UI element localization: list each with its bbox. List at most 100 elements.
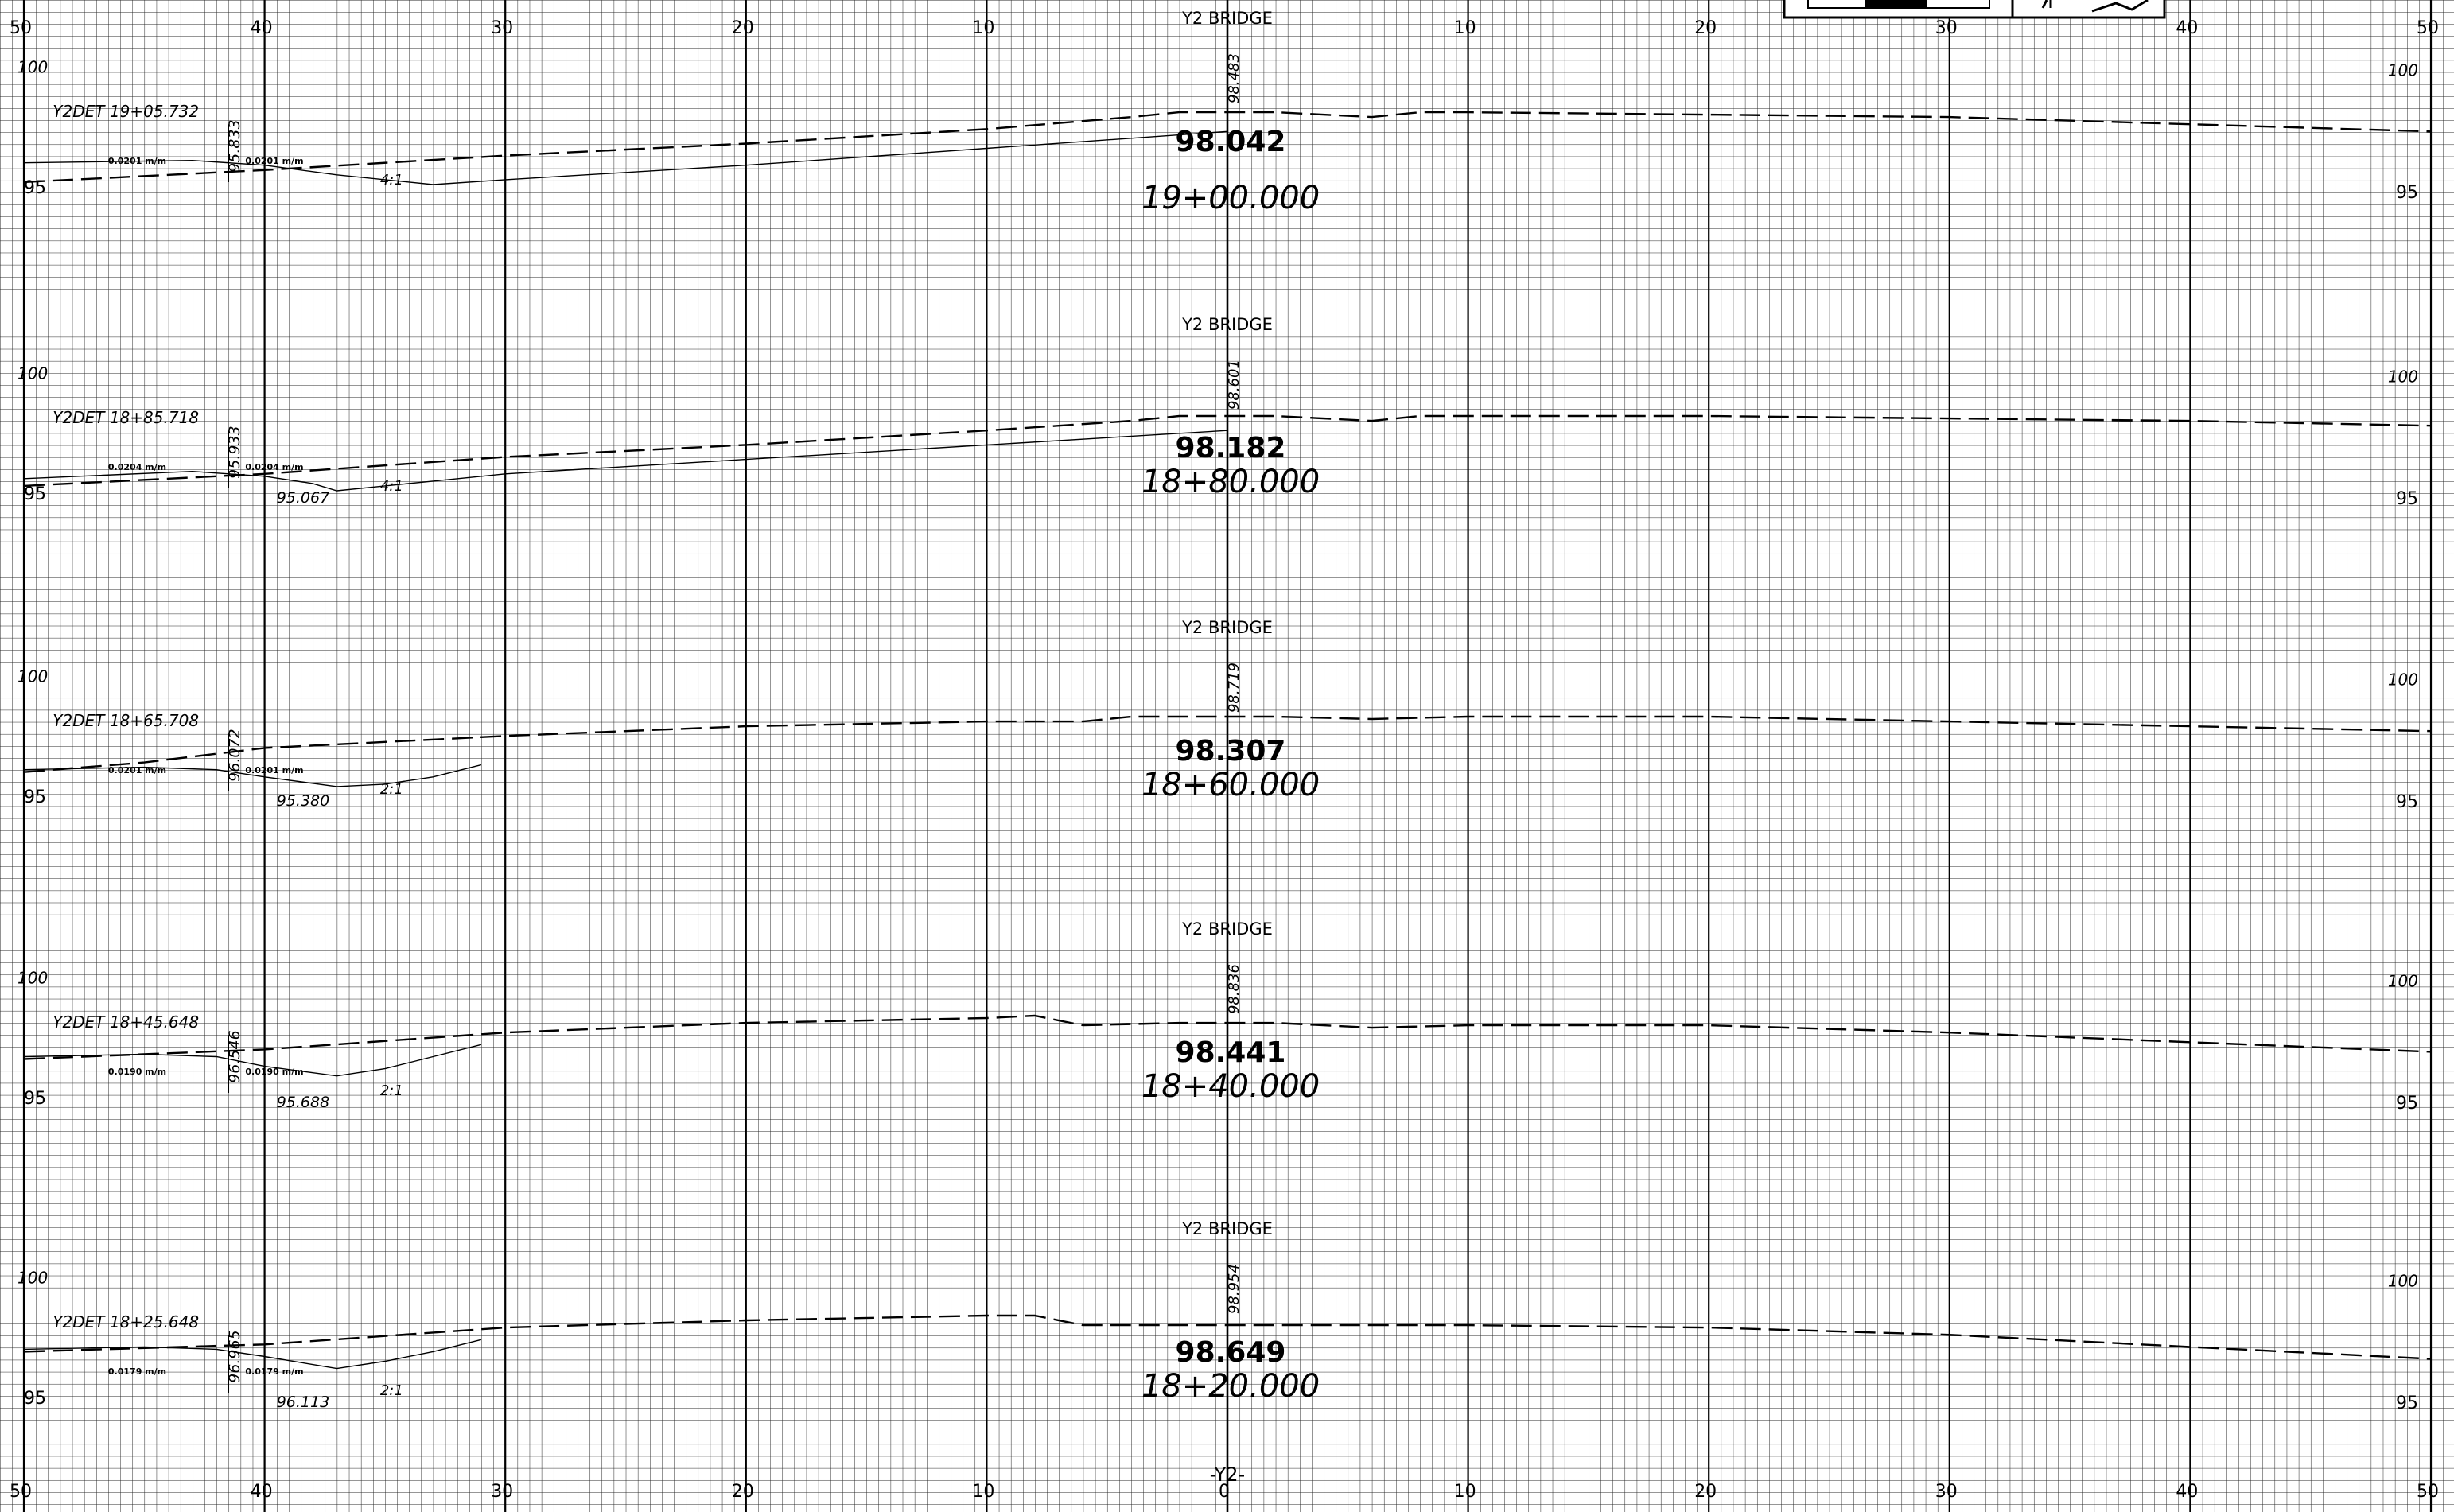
bridge-elevation-label: 98.719 [1226, 663, 1243, 713]
detour-station-label: Y2DET 19+05.732 [53, 102, 199, 121]
elevation-label-right-95: 95 [2396, 792, 2418, 812]
offset-tick-label: 10 [1454, 18, 1476, 38]
detour-template-line [23, 130, 1228, 185]
side-slope-ratio-label: 4:1 [380, 478, 403, 495]
elevation-label-right-95: 95 [2396, 183, 2418, 203]
elevation-label-right-100: 100 [2388, 1272, 2418, 1291]
elevation-label-left-95: 95 [24, 1389, 46, 1409]
grade-elevation: 98.042 [1176, 126, 1286, 158]
grade-elevation: 98.649 [1176, 1336, 1286, 1369]
detour-template-line [23, 430, 1228, 492]
offset-tick-label: 30 [1935, 1482, 1958, 1502]
bridge-label: Y2 BRIDGE [1181, 315, 1273, 334]
elevation-label-left-95: 95 [24, 787, 46, 807]
bridge-elevation-label: 98.954 [1226, 1264, 1243, 1314]
offset-tick-label: 0 [1219, 1482, 1230, 1502]
slope-label-right: 0.0201 m/m [245, 765, 303, 775]
side-slope-ratio-label: 4:1 [380, 172, 403, 189]
slope-label-left: 0.0190 m/m [108, 1067, 166, 1077]
elevation-label-right-95: 95 [2396, 489, 2418, 509]
elevation-label-left-100: 100 [18, 364, 48, 383]
bridge-label: Y2 BRIDGE [1181, 919, 1273, 939]
detour-elevation-label: 96.965 [226, 1330, 243, 1382]
bridge-label: Y2 BRIDGE [1181, 618, 1273, 637]
detour-station-label: Y2DET 18+85.718 [53, 408, 199, 427]
bottom-offset-axis: 50 40 30 20 10 0 10 20 30 40 50 [10, 1482, 2439, 1502]
offset-tick-label: 30 [491, 18, 513, 38]
north-arrow-icon [2041, 0, 2149, 13]
station-label: 18+40.000 [1141, 1068, 1320, 1105]
side-slope-ratio-label: 2:1 [380, 781, 403, 798]
offset-tick-label: 50 [2417, 1482, 2439, 1502]
elevation-label-right-95: 95 [2396, 1393, 2418, 1413]
detour-station-label: Y2DET 18+45.648 [53, 1013, 199, 1032]
offset-tick-label: 20 [1694, 18, 1717, 38]
slope-label-left: 0.0179 m/m [108, 1366, 166, 1377]
elevation-label-right-100: 100 [2388, 367, 2418, 387]
station-label: 18+80.000 [1141, 464, 1320, 500]
offset-tick-label: 50 [10, 18, 32, 38]
elevation-label-right-100: 100 [2388, 972, 2418, 991]
ditch-elevation-label: 95.380 [277, 792, 329, 810]
slope-label-left: 0.0204 m/m [108, 462, 166, 472]
elevation-label-left-100: 100 [18, 1269, 48, 1288]
offset-tick-label: 50 [10, 1482, 32, 1502]
detour-template-line [23, 1339, 482, 1370]
detour-station-label: Y2DET 18+65.708 [53, 711, 199, 730]
elevation-label-right-95: 95 [2396, 1094, 2418, 1114]
elevation-label-left-100: 100 [18, 58, 48, 77]
offset-tick-label: 20 [732, 1482, 754, 1502]
grade-elevation: 98.307 [1176, 735, 1286, 768]
offset-tick-label: 30 [491, 1482, 513, 1502]
offset-tick-label: 20 [732, 18, 754, 38]
existing-ground-line [23, 111, 2432, 184]
elevation-label-left-95: 95 [24, 484, 46, 504]
offset-tick-label: 10 [1454, 1482, 1476, 1502]
station-label: 19+00.000 [1141, 180, 1320, 216]
detour-elevation-label: 95.933 [226, 426, 243, 478]
ditch-elevation-label: 95.067 [277, 489, 329, 507]
alignment-label: -Y2- [1210, 1463, 1245, 1486]
ditch-elevation-label: 96.113 [277, 1393, 329, 1411]
detour-elevation-label: 96.072 [226, 729, 243, 781]
elevation-label-right-100: 100 [2388, 61, 2418, 80]
offset-tick-label: 50 [2417, 18, 2439, 38]
detour-station-label: Y2DET 18+25.648 [53, 1312, 199, 1331]
detour-template-line [23, 1044, 482, 1077]
slope-label-left: 0.0201 m/m [108, 765, 166, 775]
bridge-elevation-label: 98.836 [1226, 964, 1243, 1014]
elevation-label-left-100: 100 [18, 667, 48, 686]
bridge-label: Y2 BRIDGE [1181, 1219, 1273, 1238]
bridge-elevation-label: 98.483 [1226, 53, 1243, 103]
bridge-label: Y2 BRIDGE [1181, 9, 1273, 28]
existing-ground-line [23, 1014, 2432, 1060]
detour-elevation-label: 95.833 [226, 119, 243, 172]
slope-label-right: 0.0204 m/m [245, 462, 303, 472]
elevation-label-left-95: 95 [24, 1089, 46, 1109]
detour-elevation-label: 96.546 [226, 1030, 243, 1082]
bridge-elevation-label: 98.601 [1226, 360, 1243, 410]
grade-elevation: 98.441 [1176, 1036, 1286, 1069]
slope-label-right: 0.0201 m/m [245, 156, 303, 166]
title-block-fragment [1783, 0, 2166, 19]
offset-tick-label: 40 [251, 18, 273, 38]
ditch-elevation-label: 95.688 [277, 1094, 329, 1111]
side-slope-ratio-label: 2:1 [380, 1382, 403, 1399]
offset-tick-label: 20 [1694, 1482, 1717, 1502]
detour-template-line [23, 764, 482, 787]
slope-label-right: 0.0190 m/m [245, 1067, 303, 1077]
station-label: 18+60.000 [1141, 767, 1320, 803]
offset-tick-label: 30 [1935, 18, 1958, 38]
existing-ground-line [23, 715, 2432, 773]
slope-label-right: 0.0179 m/m [245, 1366, 303, 1377]
offset-tick-label: 10 [972, 1482, 994, 1502]
side-slope-ratio-label: 2:1 [380, 1082, 403, 1099]
offset-tick-label: 10 [972, 18, 994, 38]
